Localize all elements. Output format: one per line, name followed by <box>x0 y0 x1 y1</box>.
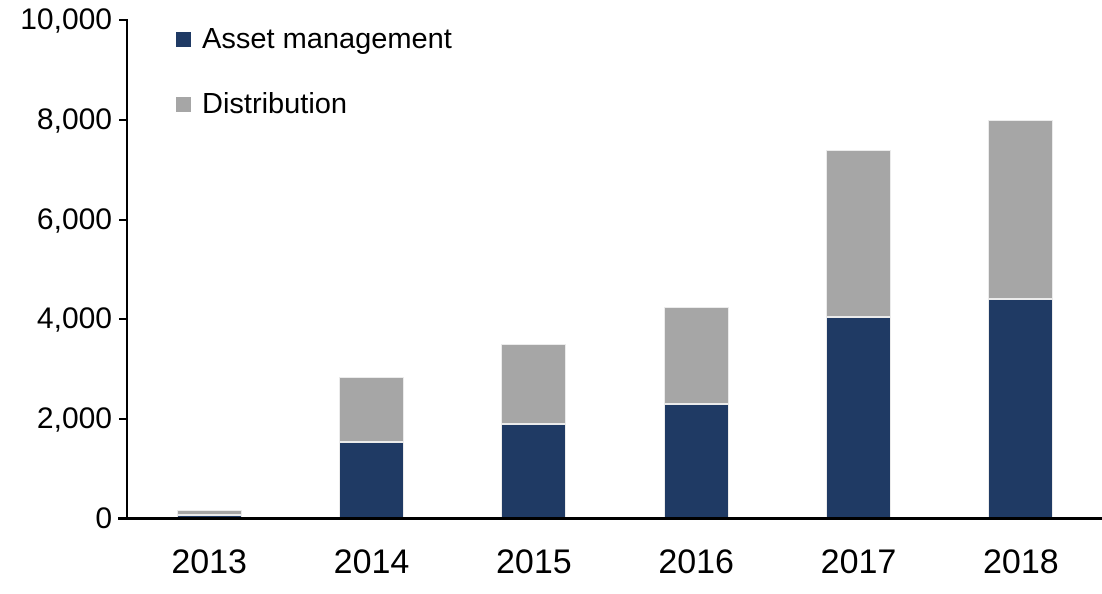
y-axis-tick-label: 0 <box>95 502 112 535</box>
y-axis-tick <box>119 318 128 321</box>
legend-swatch-asset-management-icon <box>176 31 191 47</box>
y-axis-tick-label: 2,000 <box>36 402 112 436</box>
y-axis-tick <box>119 218 128 221</box>
bar-segment-2013-distribution <box>176 510 242 515</box>
x-axis-label-2014: 2014 <box>333 543 410 581</box>
x-axis-label-2017: 2017 <box>820 543 897 581</box>
bar-segment-2015-distribution <box>501 344 567 425</box>
bar-segment-2014-distribution <box>339 376 404 442</box>
x-axis-label-2013: 2013 <box>171 543 247 581</box>
legend-swatch-distribution-icon <box>176 96 191 112</box>
y-axis-tick-label: 8,000 <box>36 102 112 136</box>
y-axis-tick <box>119 19 128 21</box>
bar-segment-2018-asset-management <box>988 299 1054 519</box>
x-axis-label-2018: 2018 <box>983 543 1059 581</box>
bar-segment-2017-distribution <box>826 149 891 317</box>
bar-segment-2018-distribution <box>988 119 1054 300</box>
x-axis-label-2016: 2016 <box>658 543 734 581</box>
legend-item-distribution: Distribution <box>176 89 452 119</box>
legend-label-distribution: Distribution <box>202 88 348 120</box>
y-axis-tick-label: 6,000 <box>36 202 112 236</box>
y-axis-tick-label: 10,000 <box>20 3 112 36</box>
y-axis-tick <box>119 118 128 121</box>
bar-segment-2014-asset-management <box>339 441 404 519</box>
y-axis-tick-label: 4,000 <box>36 302 112 336</box>
legend: Asset management Distribution <box>176 24 452 154</box>
x-axis-label-2015: 2015 <box>496 543 572 581</box>
bar-segment-2015-asset-management <box>501 424 567 519</box>
legend-item-asset-management: Asset management <box>176 24 452 54</box>
bar-segment-2017-asset-management <box>826 316 891 519</box>
bar-segment-2016-distribution <box>663 306 729 405</box>
y-axis-tick <box>119 418 128 421</box>
legend-label-asset-management: Asset management <box>202 23 452 55</box>
